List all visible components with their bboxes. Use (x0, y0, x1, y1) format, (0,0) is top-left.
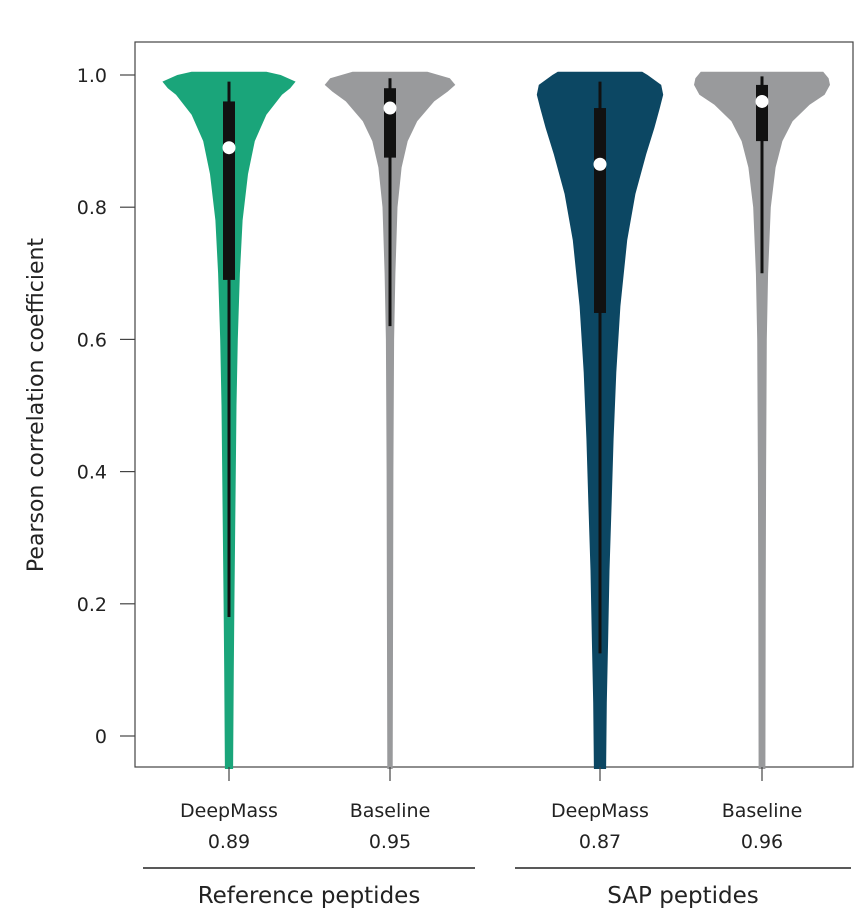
median-point (383, 101, 397, 115)
category-label: DeepMass (551, 800, 649, 822)
y-tick-label: 0.2 (77, 594, 107, 616)
median-value-label: 0.89 (208, 831, 250, 853)
iqr-box (384, 88, 396, 158)
x-axis: DeepMass 0.89 Baseline 0.95 DeepMass 0.87 Base… (143, 767, 851, 909)
median-value-label: 0.95 (369, 831, 411, 853)
median-value-label: 0.87 (579, 831, 621, 853)
iqr-box (223, 101, 235, 280)
violin-4 (694, 71, 830, 769)
violin-body (324, 71, 456, 769)
iqr-box (756, 84, 768, 142)
plot-frame (134, 41, 854, 768)
violin-3 (536, 71, 664, 769)
group-label: Reference peptides (198, 883, 421, 909)
violin-2 (324, 71, 456, 769)
median-point (593, 157, 607, 171)
y-tick-label: 0.4 (77, 462, 107, 484)
y-tick-label: 1.0 (77, 65, 107, 87)
y-axis-title: Pearson correlation coefficient (24, 238, 49, 572)
group-label: SAP peptides (607, 883, 758, 909)
iqr-box (594, 108, 606, 313)
category-label: Baseline (350, 800, 431, 822)
y-tick-label: 0.6 (77, 329, 107, 351)
y-tick-label: 0.8 (77, 197, 107, 219)
y-tick-label: 0 (95, 726, 107, 748)
category-label: DeepMass (180, 800, 278, 822)
violin-body (694, 71, 830, 769)
median-point (755, 94, 769, 108)
median-value-label: 0.96 (741, 831, 783, 853)
violin-1 (162, 71, 296, 769)
category-label: Baseline (722, 800, 803, 822)
violins-layer (162, 71, 830, 769)
median-point (222, 141, 236, 155)
y-axis: 0 0.2 0.4 0.6 0.8 1.0 (77, 65, 135, 748)
